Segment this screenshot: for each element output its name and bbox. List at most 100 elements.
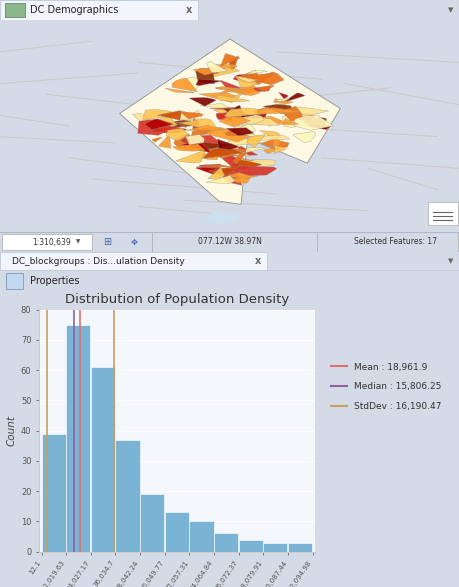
Polygon shape — [252, 114, 263, 123]
Polygon shape — [247, 70, 267, 75]
Polygon shape — [138, 120, 174, 135]
Polygon shape — [253, 107, 268, 114]
Polygon shape — [216, 113, 237, 120]
Polygon shape — [193, 67, 221, 75]
Polygon shape — [247, 135, 289, 141]
Polygon shape — [274, 146, 285, 153]
Polygon shape — [224, 108, 266, 117]
Polygon shape — [272, 137, 279, 149]
Text: 077.12W 38.97N: 077.12W 38.97N — [198, 238, 261, 247]
Polygon shape — [216, 109, 252, 121]
Polygon shape — [232, 152, 246, 164]
Polygon shape — [223, 109, 243, 120]
Polygon shape — [230, 86, 270, 93]
Polygon shape — [185, 134, 204, 145]
Polygon shape — [293, 131, 315, 143]
Polygon shape — [223, 144, 250, 156]
FancyBboxPatch shape — [0, 252, 266, 270]
Polygon shape — [203, 149, 243, 158]
Polygon shape — [183, 77, 203, 93]
Text: ⊞: ⊞ — [103, 237, 112, 247]
Polygon shape — [175, 150, 205, 163]
Polygon shape — [220, 88, 239, 94]
Polygon shape — [196, 165, 230, 167]
Polygon shape — [233, 74, 255, 83]
Polygon shape — [218, 117, 250, 127]
Polygon shape — [174, 134, 197, 150]
Polygon shape — [158, 134, 170, 149]
Polygon shape — [250, 160, 275, 167]
Text: ▼: ▼ — [76, 239, 80, 245]
Polygon shape — [281, 93, 304, 103]
Polygon shape — [172, 78, 197, 92]
Polygon shape — [273, 99, 292, 104]
Polygon shape — [302, 124, 331, 130]
Polygon shape — [179, 135, 223, 151]
Text: Selected Features: 17: Selected Features: 17 — [353, 238, 436, 247]
Polygon shape — [172, 144, 205, 151]
Polygon shape — [263, 145, 287, 154]
Polygon shape — [164, 88, 194, 93]
Polygon shape — [202, 211, 241, 224]
Polygon shape — [207, 167, 224, 179]
Polygon shape — [221, 157, 249, 160]
Polygon shape — [192, 110, 202, 122]
Polygon shape — [166, 128, 188, 140]
Polygon shape — [235, 158, 261, 167]
Polygon shape — [209, 68, 239, 77]
Polygon shape — [227, 126, 254, 136]
Polygon shape — [215, 86, 246, 90]
Polygon shape — [234, 114, 264, 124]
Polygon shape — [236, 160, 265, 167]
Polygon shape — [231, 123, 255, 134]
Polygon shape — [260, 140, 289, 149]
Polygon shape — [208, 107, 239, 110]
FancyBboxPatch shape — [2, 234, 92, 251]
Polygon shape — [220, 80, 241, 91]
Polygon shape — [229, 56, 238, 71]
Polygon shape — [231, 93, 241, 102]
Polygon shape — [234, 76, 257, 83]
Polygon shape — [245, 73, 284, 85]
Polygon shape — [282, 119, 298, 125]
Text: DC Demographics: DC Demographics — [30, 5, 118, 15]
Polygon shape — [263, 104, 293, 113]
Polygon shape — [233, 112, 266, 119]
Polygon shape — [196, 167, 236, 174]
Polygon shape — [220, 148, 252, 153]
Polygon shape — [213, 110, 234, 117]
Polygon shape — [207, 145, 236, 158]
Polygon shape — [198, 92, 236, 103]
Text: x: x — [255, 256, 261, 266]
Polygon shape — [225, 129, 246, 136]
Polygon shape — [213, 65, 236, 69]
Polygon shape — [157, 111, 181, 120]
Polygon shape — [283, 107, 328, 117]
Polygon shape — [197, 68, 224, 74]
Polygon shape — [215, 95, 249, 102]
Polygon shape — [151, 137, 162, 142]
Polygon shape — [192, 141, 231, 151]
Polygon shape — [198, 152, 219, 160]
Polygon shape — [175, 122, 186, 128]
Polygon shape — [229, 163, 258, 169]
Polygon shape — [206, 176, 235, 184]
Polygon shape — [191, 127, 215, 137]
Polygon shape — [245, 147, 271, 153]
Polygon shape — [151, 127, 187, 133]
Polygon shape — [189, 141, 210, 149]
Polygon shape — [196, 79, 221, 86]
Polygon shape — [224, 86, 259, 96]
Polygon shape — [233, 166, 276, 176]
Text: DC_blockgroups : Dis...ulation Density: DC_blockgroups : Dis...ulation Density — [11, 257, 184, 265]
Polygon shape — [238, 85, 257, 95]
Polygon shape — [186, 125, 225, 130]
Polygon shape — [229, 112, 241, 126]
Polygon shape — [246, 134, 265, 147]
Polygon shape — [144, 119, 173, 130]
Polygon shape — [245, 72, 275, 85]
Polygon shape — [181, 143, 213, 154]
Polygon shape — [226, 146, 257, 156]
Polygon shape — [229, 112, 256, 119]
Text: ✥: ✥ — [131, 238, 138, 247]
